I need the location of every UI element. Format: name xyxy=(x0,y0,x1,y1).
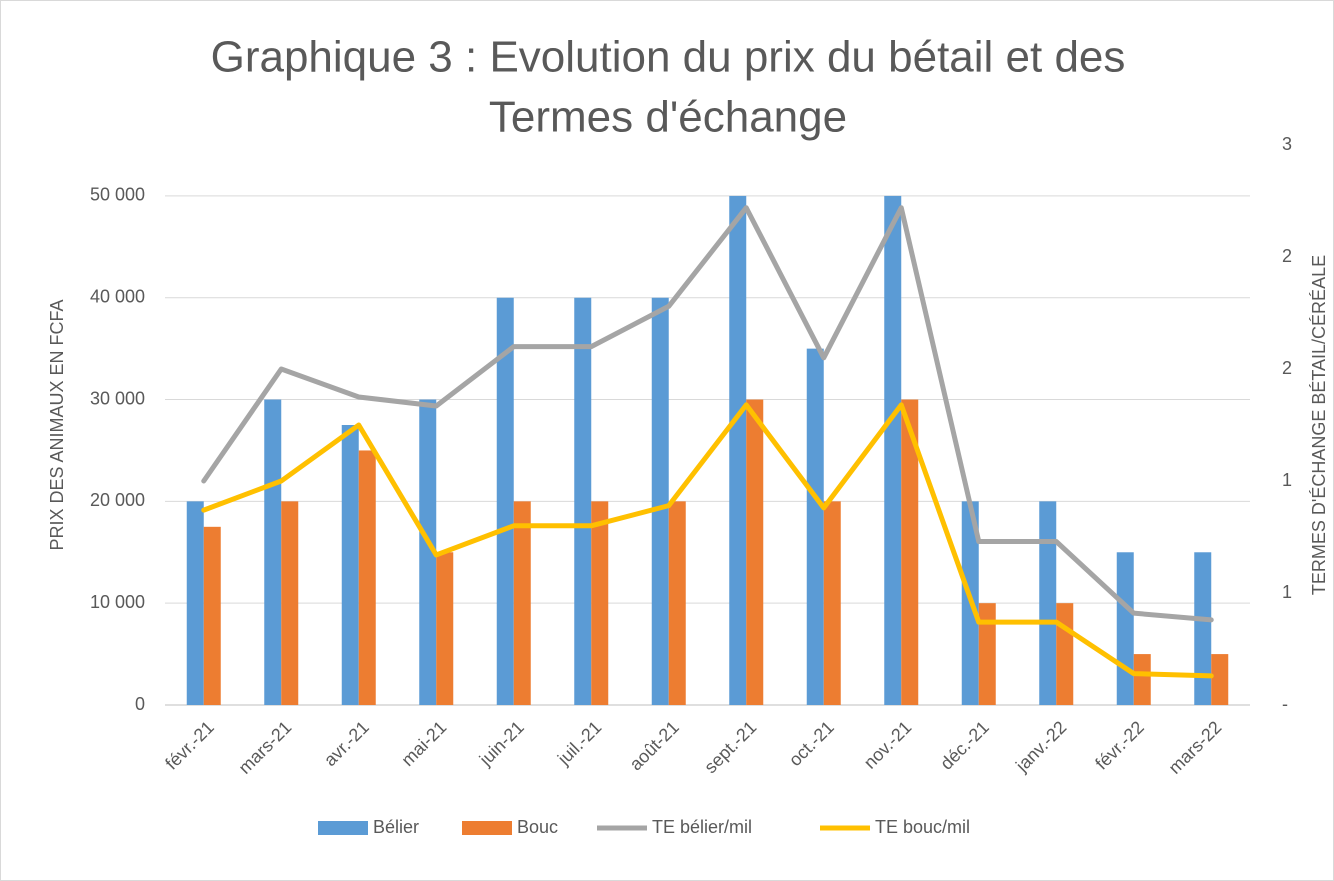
legend-label: Bouc xyxy=(517,817,558,837)
bar xyxy=(1056,603,1074,705)
y-tick-label: 50 000 xyxy=(90,185,145,205)
bar xyxy=(1194,552,1212,705)
y2-axis-title: TERMES D'ÉCHANGE BÉTAIL/CÉRÉALE xyxy=(1309,255,1329,595)
legend-label: Bélier xyxy=(373,817,419,837)
bar xyxy=(1116,552,1134,705)
bar xyxy=(651,297,669,705)
bar xyxy=(574,297,592,705)
chart-title: Termes d'échange xyxy=(489,93,847,142)
bar xyxy=(978,603,996,705)
bar xyxy=(729,195,747,705)
line-series xyxy=(201,402,1214,679)
y-tick-label: 20 000 xyxy=(90,490,145,510)
bar xyxy=(186,501,204,705)
bar xyxy=(513,501,531,705)
bar xyxy=(806,348,824,705)
y-axis-title: PRIX DES ANIMAUX EN FCFA xyxy=(47,299,67,550)
legend-label: TE bouc/mil xyxy=(875,817,970,837)
chart-title: Graphique 3 : Evolution du prix du bétai… xyxy=(211,33,1126,82)
legend-swatch xyxy=(462,821,512,835)
y2-tick-label: 2 xyxy=(1282,246,1292,266)
bar xyxy=(901,399,919,705)
bar xyxy=(1039,501,1057,705)
bar xyxy=(591,501,609,705)
line-series xyxy=(201,205,1214,623)
bar xyxy=(264,399,282,705)
bar xyxy=(496,297,514,705)
bar xyxy=(884,195,902,705)
y2-tick-label: - xyxy=(1282,694,1288,714)
y-tick-label: 40 000 xyxy=(90,286,145,306)
y2-tick-label: 1 xyxy=(1282,470,1292,490)
bar xyxy=(436,552,454,705)
bar xyxy=(668,501,686,705)
y2-tick-label: 3 xyxy=(1282,134,1292,154)
bar xyxy=(1211,654,1229,705)
bar xyxy=(1133,654,1151,705)
bar xyxy=(419,399,437,705)
legend-swatch xyxy=(318,821,368,835)
y-tick-label: 10 000 xyxy=(90,592,145,612)
y2-tick-label: 2 xyxy=(1282,358,1292,378)
bar xyxy=(203,526,221,705)
bar xyxy=(823,501,841,705)
bar xyxy=(746,399,764,705)
y-tick-label: 30 000 xyxy=(90,388,145,408)
legend-label: TE bélier/mil xyxy=(652,817,752,837)
bar xyxy=(341,425,359,705)
y2-tick-label: 1 xyxy=(1282,582,1292,602)
y-tick-label: 0 xyxy=(135,694,145,714)
bar xyxy=(358,450,376,705)
bar xyxy=(281,501,299,705)
